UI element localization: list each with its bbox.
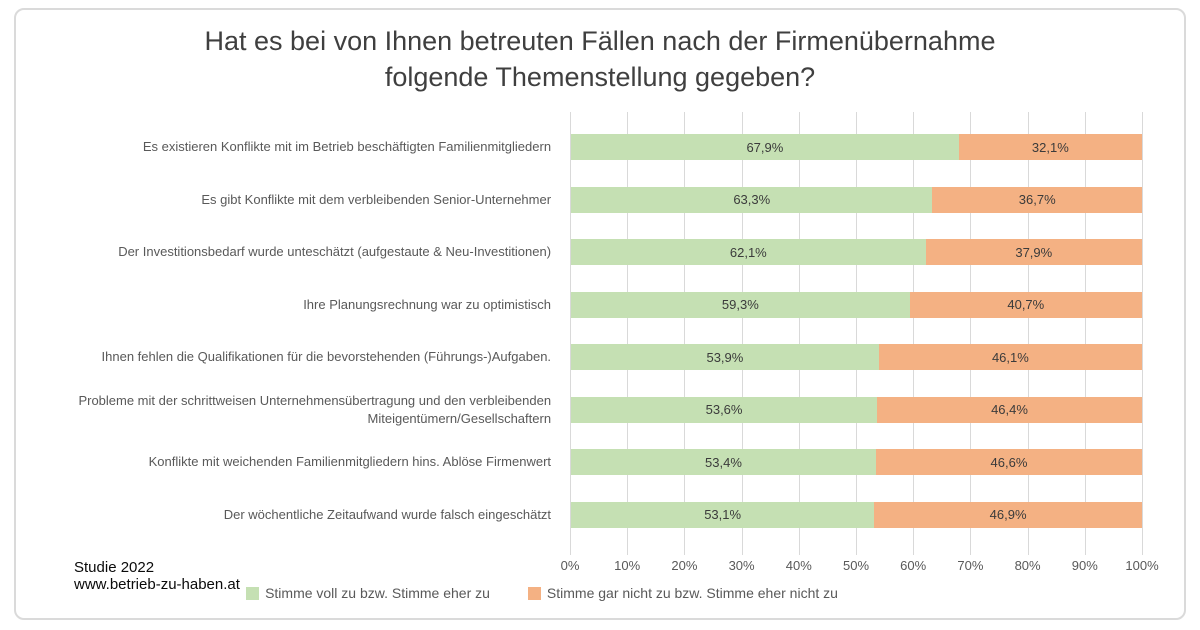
- category-label: Es gibt Konflikte mit dem verbleibenden …: [201, 191, 552, 207]
- chart-row: Der Investitionsbedarf wurde unteschätzt…: [30, 226, 1142, 279]
- chart-row: Konflikte mit weichenden Familienmitglie…: [30, 436, 1142, 489]
- data-label: 53,9%: [706, 349, 744, 365]
- bar-segment-disagree: 32,1%: [958, 134, 1142, 161]
- x-tick-label: 100%: [1125, 558, 1159, 573]
- bar-track: 62,1% 37,9%: [571, 239, 1142, 266]
- gridline-30%: [741, 112, 743, 555]
- chart-row: Es existieren Konflikte mit im Betrieb b…: [30, 121, 1142, 174]
- x-tick-label: 40%: [785, 558, 812, 573]
- data-label: 63,3%: [733, 192, 771, 208]
- chart-row: Ihnen fehlen die Qualifikationen für die…: [30, 331, 1142, 384]
- x-tick-label: 80%: [1014, 558, 1041, 573]
- x-tick-label: 30%: [728, 558, 755, 573]
- bar-segment-agree: 53,4%: [571, 449, 876, 476]
- bar-track: 67,9% 32,1%: [571, 134, 1142, 161]
- gridline-70%: [970, 112, 972, 555]
- chart-title-line-2: folgende Themenstellung gegeben?: [384, 61, 816, 92]
- chart-row: Probleme mit der schrittweisen Unternehm…: [30, 384, 1142, 437]
- data-label: 32,1%: [1031, 139, 1069, 155]
- footer-study-year: Studie 2022: [74, 559, 155, 576]
- x-tick-label: 20%: [671, 558, 698, 573]
- data-label: 46,6%: [990, 454, 1028, 470]
- gridline-layer: [570, 112, 1143, 555]
- gridline-100%: [1142, 112, 1143, 555]
- data-label: 46,1%: [991, 349, 1029, 365]
- bar-segment-disagree: 46,4%: [877, 396, 1142, 423]
- chart-row: Der wöchentliche Zeitaufwand wurde falsc…: [30, 489, 1142, 542]
- gridline-60%: [913, 112, 915, 555]
- legend-swatch-icon: [246, 586, 260, 600]
- bar-track: 53,6% 46,4%: [571, 396, 1142, 423]
- x-tick-label: 0%: [560, 558, 580, 573]
- bar-segment-agree: 63,3%: [571, 186, 933, 213]
- bar-segment-disagree: 46,9%: [874, 501, 1142, 528]
- data-label: 46,4%: [991, 402, 1028, 418]
- chart-row: Es gibt Konflikte mit dem verbleibenden …: [30, 174, 1142, 227]
- data-label: 36,7%: [1018, 192, 1056, 208]
- x-tick-label: 70%: [957, 558, 984, 573]
- gridline-50%: [856, 112, 857, 555]
- data-label: 62,1%: [729, 244, 767, 260]
- bar-segment-disagree: 36,7%: [932, 186, 1142, 213]
- data-label: 53,1%: [704, 507, 742, 523]
- category-label: Konflikte mit weichenden Familienmitglie…: [148, 454, 552, 470]
- legend-label: Stimme gar nicht zu bzw. Stimme eher nic…: [546, 585, 838, 601]
- data-label: 67,9%: [746, 139, 784, 155]
- bar-segment-agree: 53,6%: [571, 396, 878, 423]
- bar-segment-disagree: 46,1%: [878, 344, 1142, 371]
- data-label: 37,9%: [1015, 244, 1053, 260]
- x-tick-label: 50%: [842, 558, 870, 573]
- chart-title: Hat es bei von Ihnen betreuten Fällen na…: [0, 24, 1200, 95]
- legend-item-disagree: Stimme gar nicht zu bzw. Stimme eher nic…: [527, 585, 838, 601]
- data-label: 46,9%: [989, 507, 1027, 523]
- bar-segment-agree: 53,9%: [571, 344, 879, 371]
- bar-segment-disagree: 40,7%: [909, 291, 1142, 318]
- data-label: 59,3%: [721, 297, 759, 313]
- gridline-90%: [1084, 112, 1086, 555]
- chart-legend: Stimme voll zu bzw. Stimme eher zu Stimme…: [0, 585, 1142, 601]
- category-label: Der Investitionsbedarf wurde unteschätzt…: [118, 244, 552, 260]
- x-tick-label: 90%: [1071, 558, 1098, 573]
- footer-website: www.betrieb-zu-haben.at: [74, 576, 240, 594]
- legend-swatch-icon: [527, 586, 541, 600]
- chart-row: Ihre Planungsrechnung war zu optimistisc…: [30, 279, 1142, 332]
- data-label: 53,6%: [705, 402, 743, 418]
- x-axis-ticks: 0% 10% 20% 30% 40% 50% 60% 70% 80% 90% 100%: [561, 558, 1159, 574]
- category-label: Probleme mit der schrittweisen Unternehm…: [78, 393, 552, 426]
- bar-segment-disagree: 37,9%: [925, 239, 1142, 266]
- bar-track: 53,1% 46,9%: [571, 501, 1142, 528]
- gridline-0%: [570, 112, 571, 555]
- legend-item-agree: Stimme voll zu bzw. Stimme eher zu: [246, 585, 490, 601]
- gridline-80%: [1027, 112, 1029, 555]
- category-label: Ihnen fehlen die Qualifikationen für die…: [101, 349, 552, 365]
- bar-track: 53,4% 46,6%: [571, 449, 1142, 476]
- category-label: Der wöchentliche Zeitaufwand wurde falsc…: [223, 506, 552, 522]
- category-label: Es existieren Konflikte mit im Betrieb b…: [142, 139, 552, 155]
- bar-segment-agree: 67,9%: [571, 134, 959, 161]
- bar-segment-agree: 59,3%: [571, 291, 910, 318]
- bar-track: 59,3% 40,7%: [571, 291, 1142, 318]
- category-label: Ihre Planungsrechnung war zu optimistisc…: [303, 296, 552, 312]
- x-tick-label: 10%: [614, 558, 641, 573]
- gridline-10%: [627, 112, 629, 555]
- chart-title-line-1: Hat es bei von Ihnen betreuten Fällen na…: [204, 26, 996, 56]
- bar-track: 53,9% 46,1%: [571, 344, 1142, 371]
- bar-track: 63,3% 36,7%: [571, 186, 1142, 213]
- bar-segment-agree: 53,1%: [571, 501, 875, 528]
- bar-segment-agree: 62,1%: [571, 239, 926, 266]
- chart-rows: Es existieren Konflikte mit im Betrieb b…: [30, 121, 1142, 541]
- bar-segment-disagree: 46,6%: [875, 449, 1142, 476]
- data-label: 40,7%: [1007, 297, 1045, 313]
- x-tick-label: 60%: [900, 558, 927, 573]
- gridline-40%: [798, 112, 800, 555]
- data-label: 53,4%: [705, 454, 742, 470]
- gridline-20%: [684, 112, 686, 555]
- legend-label: Stimme voll zu bzw. Stimme eher zu: [265, 585, 490, 601]
- footer: Studie 2022 www.betrieb-zu-haben.at: [74, 559, 240, 593]
